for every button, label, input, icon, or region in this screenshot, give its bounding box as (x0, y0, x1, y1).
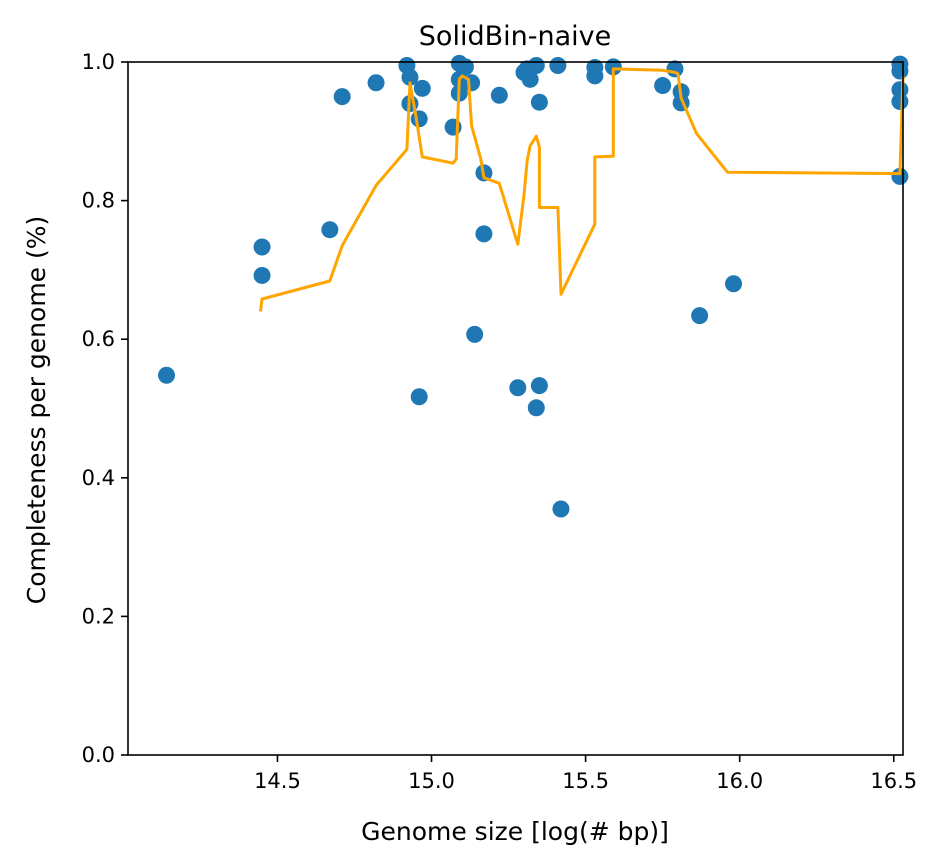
data-point (490, 86, 508, 104)
data-point (549, 56, 567, 74)
data-point (586, 67, 604, 85)
data-point (401, 68, 419, 86)
x-tick-label: 15.0 (408, 769, 455, 793)
data-point (466, 325, 484, 343)
data-point (521, 70, 539, 88)
y-tick-label: 0.2 (82, 604, 115, 628)
data-point (253, 238, 271, 256)
data-point (527, 399, 545, 417)
y-tick-label: 0.0 (82, 743, 115, 767)
data-point (410, 110, 428, 128)
data-point (509, 379, 527, 397)
x-tick-label: 15.5 (562, 769, 609, 793)
chart-title: SolidBin-naive (419, 21, 611, 52)
plot-layer (158, 54, 909, 518)
data-point (691, 307, 709, 325)
axes-layer: 14.5 15.0 15.5 16.0 16.5 0.0 0.2 0.4 0.6 0.8 1.0 (82, 50, 918, 793)
data-point (891, 62, 909, 80)
y-tick-label: 0.8 (82, 189, 115, 213)
data-point (666, 60, 684, 78)
data-point (891, 93, 909, 111)
data-point (413, 79, 431, 97)
data-point (475, 225, 493, 243)
x-axis-label: Genome size [log(# bp)] (361, 817, 669, 846)
y-tick-label: 0.6 (82, 327, 115, 351)
x-tick-label: 16.5 (870, 769, 917, 793)
data-point (552, 500, 570, 518)
x-tick-label: 14.5 (254, 769, 301, 793)
y-tick-label: 1.0 (82, 50, 115, 74)
data-point (367, 74, 385, 92)
trend-line (259, 67, 905, 312)
data-point (527, 56, 545, 74)
plot-frame (127, 61, 904, 756)
y-tick-label: 0.4 (82, 466, 115, 490)
data-point (253, 266, 271, 284)
data-point (654, 77, 672, 95)
data-point (530, 93, 548, 111)
data-point (725, 275, 743, 293)
data-point (410, 388, 428, 406)
data-point (456, 58, 474, 76)
data-point (158, 366, 176, 384)
x-tick-label: 16.0 (716, 769, 763, 793)
data-point (321, 221, 339, 239)
y-axis-label: Completeness per genome (%) (22, 216, 51, 605)
data-point (333, 88, 351, 106)
data-point (530, 377, 548, 395)
